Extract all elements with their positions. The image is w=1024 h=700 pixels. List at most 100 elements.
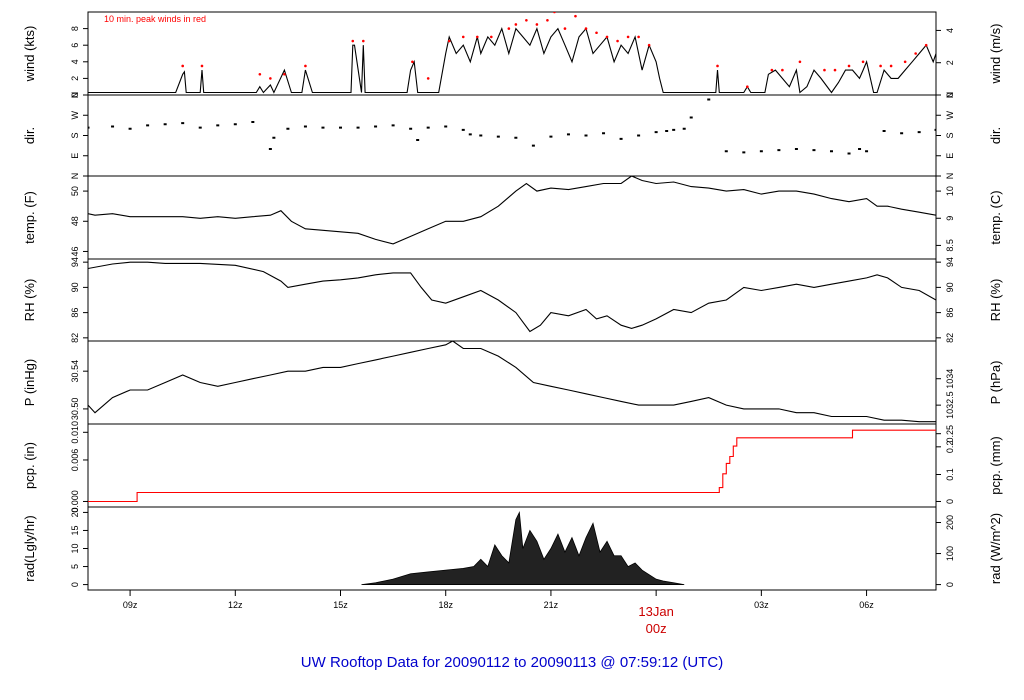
ylabel-left-radiation: rad(Lgly/hr) [22,515,37,581]
precipitation-series-line [88,429,936,503]
direction-point [682,127,686,130]
ytick-label-left-radiation: 20 [70,507,80,517]
peak-wind-marker [304,64,307,68]
direction-point [865,150,869,153]
peak-wind-marker [283,72,286,76]
ylabel-right-precipitation: pcp. (mm) [988,436,1003,495]
ytick-label-left-pressure: 30.54 [70,360,80,383]
xtick-label: 09z [123,600,138,610]
ylabel-left-wind: wind (kts) [22,26,37,83]
ytick-label-left-wind: 0 [70,92,80,97]
ytick-label-left-radiation: 5 [70,564,80,569]
direction-point [812,149,816,152]
peak-wind-marker [605,35,609,39]
peak-wind-marker [879,64,882,68]
ytick-label-right-pressure: 1034 [945,369,955,389]
direction-point [689,116,693,119]
ytick-label-left-direction: S [70,132,80,138]
peak-wind-marker [781,68,784,72]
panel-precipitation: pcp. (in) pcp. (mm) 0.000 0.006 0.010 0 0.1 0.2… [22,421,1003,513]
direction-point [882,130,886,132]
ytick-label-right-humidity: 86 [945,308,955,318]
peak-wind-marker [269,77,272,80]
direction-point [637,134,641,137]
direction-point [724,150,728,153]
direction-point [268,148,272,150]
ylabel-left-precipitation: pcp. (in) [22,442,37,489]
direction-point [416,139,420,141]
ytick-label-right-pressure: 1032.5 [945,391,955,419]
ytick-label-right-wind: 0 [945,92,955,97]
xtick-label: 21z [544,600,559,610]
xtick-label-midnight: 00z [646,621,667,636]
ylabel-right-pressure: P (hPa) [988,361,1003,405]
ytick-label-left-radiation: 15 [70,525,80,535]
direction-point [496,135,500,138]
direction-point [566,133,570,136]
direction-point [286,127,290,130]
ytick-label-left-wind: 2 [70,76,80,81]
ytick-label-left-temperature: 46 [70,246,80,256]
direction-point [444,125,448,128]
direction-point [934,128,936,131]
peak-wind-marker [475,35,479,39]
ytick-label-right-precipitation: 0.2 [945,441,955,454]
direction-point [759,150,763,153]
direction-point [777,149,781,152]
peak-wind-marker [553,12,556,14]
panel-direction: dir. dir. N E S W N N E S W N [22,92,1003,180]
peak-wind-marker [914,52,917,55]
peak-wind-marker [584,27,588,30]
date-marker: 13Jan [638,604,673,619]
ytick-label-left-humidity: 94 [70,257,80,267]
peak-wind-marker [626,35,630,39]
ytick-label-right-temperature: 10 [945,186,955,196]
ytick-label-right-direction: N [945,173,955,180]
direction-point [602,132,606,135]
panel-frame-pressure [87,340,937,425]
panel-frame-temperature [87,175,937,260]
direction-point [251,121,255,123]
ytick-label-left-direction: E [70,153,80,159]
ylabel-left-pressure: P (inHg) [22,359,37,406]
peak-wind-marker [823,68,826,72]
ytick-label-left-wind: 6 [70,43,80,48]
peak-wind-marker [647,43,651,47]
direction-point [356,126,360,129]
ytick-label-left-humidity: 82 [70,333,80,343]
ylabel-left-temperature: temp. (F) [22,191,37,244]
panel-wind: wind (kts) wind (m/s) 0 2 4 6 8 0 2 4 10 min. peak… [22,11,1003,98]
ytick-label-left-pressure: 30.50 [70,398,80,421]
direction-point [479,134,483,137]
direction-point [829,150,833,153]
direction-point [847,152,851,155]
ytick-label-left-direction: N [70,92,80,99]
peak-wind-marker [595,31,598,35]
direction-point [391,124,395,127]
ytick-label-right-humidity: 90 [945,282,955,292]
ytick-label-right-humidity: 94 [945,257,955,267]
peak-wind-marker [746,85,749,88]
humidity-series-line [88,261,936,333]
peak-wind-marker [847,64,851,68]
peak-wind-marker [426,77,430,80]
ytick-label-left-wind: 8 [70,26,80,31]
direction-point [514,136,518,139]
direction-point [858,148,862,150]
ytick-label-left-direction: W [70,111,80,120]
peak-wind-marker [535,23,539,26]
peak-wind-note: 10 min. peak winds in red [104,14,206,24]
peak-wind-marker [770,68,774,72]
xtick-label: 03z [754,600,769,610]
panel-pressure: P (inHg) P (hPa) 30.50 30.54 1032.5 1034 [22,340,1003,425]
direction-point [794,148,798,150]
peak-wind-marker [903,60,907,64]
direction-point [146,124,150,127]
wind-series-line [88,26,936,94]
direction-point [549,135,553,138]
ylabel-left-direction: dir. [22,127,37,144]
data-humidity [88,261,936,333]
chart-title: UW Rooftop Data for 20090112 to 20090113… [301,654,723,671]
ylabel-right-temperature: temp. (C) [988,190,1003,244]
